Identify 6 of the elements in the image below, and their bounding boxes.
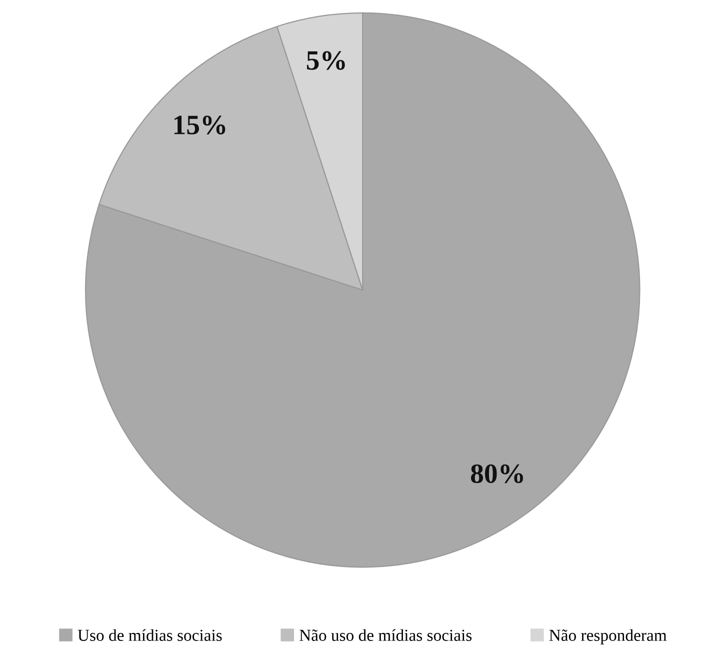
- data-label: 15%: [174, 116, 226, 134]
- legend-label: Não responderam: [549, 629, 667, 644]
- legend-label: Uso de mídias sociais: [78, 629, 222, 641]
- data-label: 5%: [306, 51, 345, 70]
- legend-label: Não uso de mídias sociais: [300, 629, 472, 641]
- data-label: 80%: [470, 464, 523, 484]
